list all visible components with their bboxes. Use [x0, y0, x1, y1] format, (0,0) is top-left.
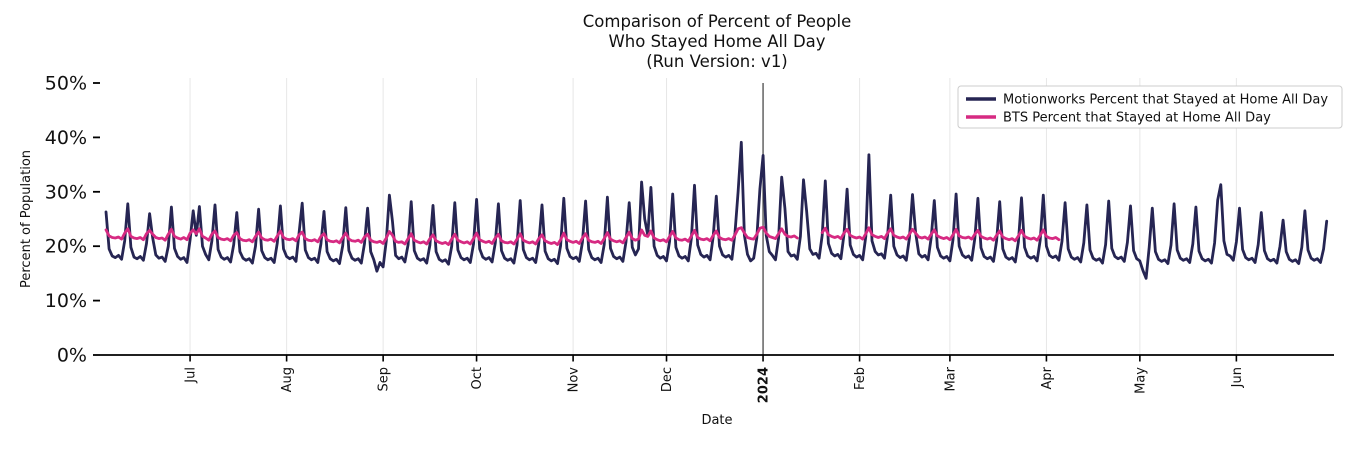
x-tick-label: May	[1133, 367, 1148, 394]
x-tick-label: Mar	[943, 366, 958, 391]
y-tick-label: 10%	[45, 290, 87, 312]
x-tick-label: Nov	[567, 367, 582, 393]
legend: Motionworks Percent that Stayed at Home …	[957, 85, 1343, 129]
y-tick-label: 30%	[45, 181, 87, 203]
x-axis-label: Date	[701, 413, 732, 428]
x-tick-label: Aug	[280, 367, 295, 392]
x-tick-label: Jul	[184, 367, 199, 384]
y-tick-label: 50%	[45, 73, 87, 95]
chart-title-line3: (Run Version: v1)	[646, 52, 788, 71]
chart-title-line1: Comparison of Percent of People	[583, 12, 851, 31]
y-tick-label: 40%	[45, 127, 87, 149]
legend-entry-label: Motionworks Percent that Stayed at Home …	[1003, 93, 1328, 108]
legend-entry-label: BTS Percent that Stayed at Home All Day	[1003, 111, 1271, 126]
x-tick-label: Sep	[377, 367, 392, 392]
x-tick-label: Jun	[1230, 367, 1245, 388]
x-tick-label: Oct	[470, 367, 485, 389]
series-lines	[104, 140, 1329, 280]
legend-box	[957, 85, 1343, 129]
x-tick-label: 2024	[757, 367, 772, 403]
y-tick-label: 20%	[45, 236, 87, 258]
axis-ticks: Jul Aug Sep Oct Nov Dec 2024 Feb Mar Apr May Jun 0% 1…	[45, 73, 1245, 404]
bts-series-line	[104, 225, 1061, 246]
x-tick-label: Feb	[853, 367, 868, 390]
chart-title-line2: Who Stayed Home All Day	[608, 32, 825, 51]
y-axis-label: Percent of Population	[19, 150, 34, 288]
x-tick-label: Apr	[1040, 366, 1055, 389]
x-tick-label: Dec	[660, 367, 675, 392]
motionworks-series-line	[104, 140, 1329, 280]
y-tick-label: 0%	[57, 345, 87, 367]
